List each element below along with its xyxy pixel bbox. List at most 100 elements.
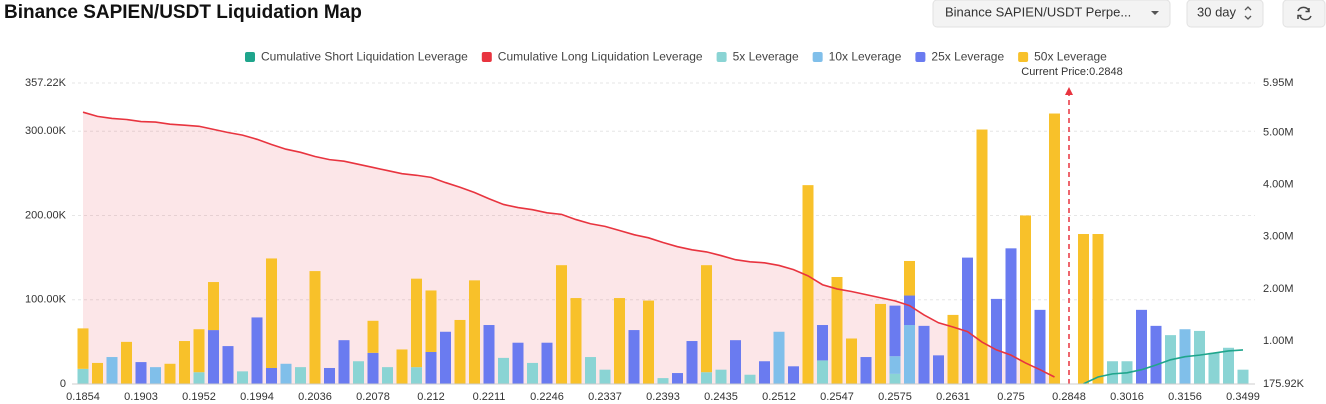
bar-segment bbox=[92, 362, 103, 384]
bar-segment bbox=[918, 325, 930, 384]
bar-segment bbox=[759, 361, 770, 384]
refresh-icon[interactable] bbox=[1297, 6, 1312, 21]
bar-segment bbox=[295, 367, 306, 384]
bar-segment bbox=[1049, 113, 1060, 384]
bar-segment bbox=[1034, 309, 1046, 384]
bar-segment bbox=[411, 367, 422, 384]
select-text[interactable]: 30 day bbox=[1197, 4, 1237, 19]
legend-label: 10x Leverage bbox=[829, 50, 902, 64]
bar-segment bbox=[773, 331, 785, 384]
bar-segment bbox=[904, 325, 915, 384]
bar-segment bbox=[889, 356, 901, 374]
bar-segment bbox=[353, 361, 364, 384]
legend-swatch bbox=[716, 52, 727, 62]
legend-swatch bbox=[812, 52, 823, 62]
bar-segment bbox=[193, 372, 205, 384]
legend-label: Cumulative Short Liquidation Leverage bbox=[261, 50, 468, 64]
bar-segment bbox=[382, 367, 393, 384]
bar-segment bbox=[483, 325, 495, 384]
x-tick-label: 0.2036 bbox=[298, 391, 332, 403]
bar-segment bbox=[1005, 248, 1017, 384]
bar-segment bbox=[715, 369, 727, 384]
bar-segment bbox=[614, 298, 625, 384]
bar-segment bbox=[121, 341, 132, 384]
bar-segment bbox=[788, 366, 799, 384]
bar-segment bbox=[367, 320, 379, 353]
bar-segment bbox=[512, 342, 524, 384]
x-tick-label: 0.275 bbox=[997, 391, 1025, 403]
x-tick-label: 0.2435 bbox=[704, 391, 738, 403]
bar-segment bbox=[831, 276, 843, 384]
bar-segment bbox=[309, 271, 321, 384]
x-tick-label: 0.1994 bbox=[240, 391, 274, 403]
bar-segment bbox=[1208, 352, 1220, 384]
axes: 0 100.00K 200.00K 300.00K 357.22K 175.92K 1.00… bbox=[25, 77, 1305, 403]
legend-label: 50x Leverage bbox=[1034, 50, 1107, 64]
bar-segment bbox=[164, 363, 176, 384]
legend-swatch bbox=[915, 52, 926, 62]
bar-segment bbox=[425, 290, 437, 352]
x-tick-label: 0.2512 bbox=[762, 391, 796, 403]
y-tick-label: 357.22K bbox=[25, 77, 67, 89]
bar-segment bbox=[150, 367, 161, 384]
bar-segment bbox=[904, 295, 915, 326]
bar-segment bbox=[628, 330, 640, 384]
bar-segment bbox=[962, 257, 973, 384]
bar-segment bbox=[889, 373, 901, 384]
exchange-select[interactable]: Binance SAPIEN/USDT Perpe... bbox=[932, 0, 1171, 28]
x-tick-label: 0.2848 bbox=[1052, 391, 1086, 403]
select-box[interactable] bbox=[932, 0, 1171, 28]
legend-label: Cumulative Long Liquidation Leverage bbox=[498, 50, 703, 64]
y2-tick-label: 5.00M bbox=[1263, 126, 1294, 138]
refresh-button[interactable] bbox=[1282, 0, 1326, 28]
bar-segment bbox=[280, 363, 292, 384]
bar-segment bbox=[933, 355, 944, 384]
bar-segment bbox=[875, 303, 886, 384]
bar-segment bbox=[991, 298, 1002, 384]
bar-segment bbox=[686, 341, 698, 384]
bar-segment bbox=[1150, 325, 1162, 384]
bar-segment bbox=[338, 340, 350, 384]
legend-label: 25x Leverage bbox=[931, 50, 1004, 64]
bar-segment bbox=[860, 357, 872, 384]
y-tick-label: 300.00K bbox=[25, 125, 67, 137]
bar-segment bbox=[367, 352, 379, 384]
y-tick-label: 0 bbox=[60, 378, 66, 390]
bar-segment bbox=[1194, 330, 1205, 384]
bar-segment bbox=[1078, 234, 1089, 384]
bar-segment bbox=[77, 368, 89, 384]
x-tick-label: 0.3156 bbox=[1168, 391, 1202, 403]
bar-segment bbox=[396, 349, 408, 384]
x-tick-label: 0.3016 bbox=[1110, 391, 1144, 403]
x-tick-label: 0.2211 bbox=[473, 391, 506, 403]
period-select[interactable]: 30 day bbox=[1186, 0, 1264, 28]
select-caret bbox=[1244, 6, 1252, 20]
bar-segment bbox=[425, 351, 437, 384]
select-box[interactable] bbox=[1186, 0, 1264, 28]
bar-segment bbox=[802, 185, 814, 384]
button-box[interactable] bbox=[1282, 0, 1326, 28]
y-tick-label: 100.00K bbox=[25, 294, 67, 306]
y2-tick-label: 175.92K bbox=[1263, 378, 1305, 390]
legend-label: 5x Leverage bbox=[733, 50, 799, 64]
bar-segment bbox=[541, 342, 553, 384]
bar-segment bbox=[179, 341, 190, 384]
bar-segment bbox=[1020, 215, 1031, 384]
y2-tick-label: 3.00M bbox=[1263, 231, 1294, 243]
current-price-label: Current Price:0.2848 bbox=[1021, 66, 1123, 78]
y2-tick-label: 4.00M bbox=[1263, 179, 1294, 191]
bar-segment bbox=[744, 374, 756, 384]
bar-segment bbox=[889, 305, 901, 357]
bar-segment bbox=[1092, 234, 1104, 384]
bar-segment bbox=[657, 378, 669, 384]
bar-segment bbox=[701, 265, 712, 373]
bar-segment bbox=[701, 372, 712, 384]
bar-segment bbox=[817, 360, 828, 384]
select-text[interactable]: Binance SAPIEN/USDT Perpe... bbox=[945, 4, 1131, 19]
x-tick-label: 0.1952 bbox=[182, 391, 216, 403]
bar-segment bbox=[1223, 347, 1234, 384]
x-tick-label: 0.212 bbox=[417, 391, 445, 403]
bar-segment bbox=[1107, 361, 1118, 384]
page-title: Binance SAPIEN/USDT Liquidation Map bbox=[4, 2, 362, 23]
